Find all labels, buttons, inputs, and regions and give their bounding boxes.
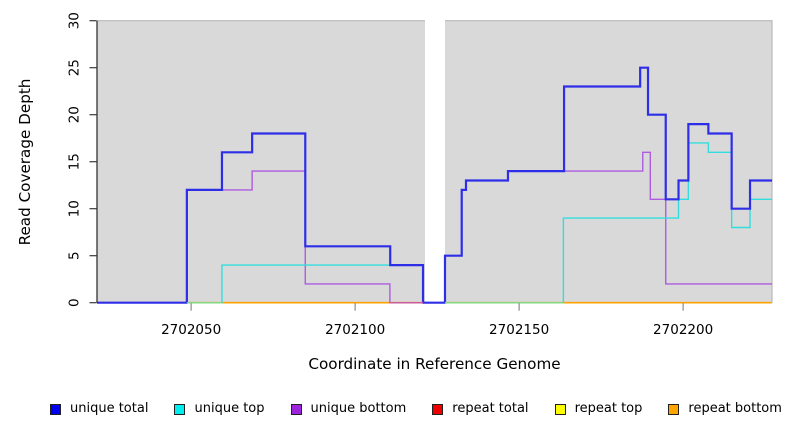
legend: unique total unique top unique bottom repea… xyxy=(50,399,782,419)
legend-swatch-unique-top xyxy=(174,403,186,415)
plot-canvas: 0 5 10 15 20 25 30 2702050 2702100 2702150 2702200… xyxy=(16,12,773,373)
legend-swatch-repeat-total xyxy=(432,403,444,415)
y-tick-label-30: 30 xyxy=(67,12,83,29)
legend-item-unique-total: unique total xyxy=(50,400,148,418)
coverage-gap-band xyxy=(424,19,445,303)
series-unique-total xyxy=(97,66,772,304)
legend-swatch-repeat-bottom xyxy=(668,403,680,415)
legend-item-repeat-top: repeat top xyxy=(554,400,643,418)
y-tick-label-5: 5 xyxy=(67,251,83,260)
legend-label-repeat-top: repeat top xyxy=(574,401,643,416)
legend-label-repeat-total: repeat total xyxy=(452,401,529,416)
legend-item-unique-bottom: unique bottom xyxy=(290,400,407,418)
x-axis-title: Coordinate in Reference Genome xyxy=(308,355,560,373)
legend-label-unique-bottom: unique bottom xyxy=(310,401,407,416)
y-tick-label-15: 15 xyxy=(67,153,83,170)
y-tick-label-10: 10 xyxy=(67,200,83,217)
y-axis-title: Read Coverage Depth xyxy=(16,79,34,246)
legend-item-unique-top: unique top xyxy=(174,400,265,418)
y-tick-label-25: 25 xyxy=(67,59,83,76)
legend-swatch-repeat-top xyxy=(554,403,566,415)
x-tick-label-2702100: 2702100 xyxy=(325,322,385,338)
legend-swatch-unique-total xyxy=(50,403,61,415)
legend-item-repeat-bottom: repeat bottom xyxy=(668,400,782,418)
plot-border xyxy=(97,20,773,303)
y-tick-label-0: 0 xyxy=(67,298,83,307)
legend-item-repeat-total: repeat total xyxy=(432,400,529,418)
x-tick-label-2702200: 2702200 xyxy=(653,322,713,338)
legend-swatch-unique-bottom xyxy=(290,403,302,415)
legend-label-repeat-bottom: repeat bottom xyxy=(688,401,782,416)
legend-label-unique-top: unique top xyxy=(194,401,265,416)
x-tick-label-2702150: 2702150 xyxy=(489,322,549,338)
x-tick-label-2702050: 2702050 xyxy=(161,322,221,338)
y-tick-label-20: 20 xyxy=(67,106,83,123)
legend-label-unique-total: unique total xyxy=(70,401,149,416)
